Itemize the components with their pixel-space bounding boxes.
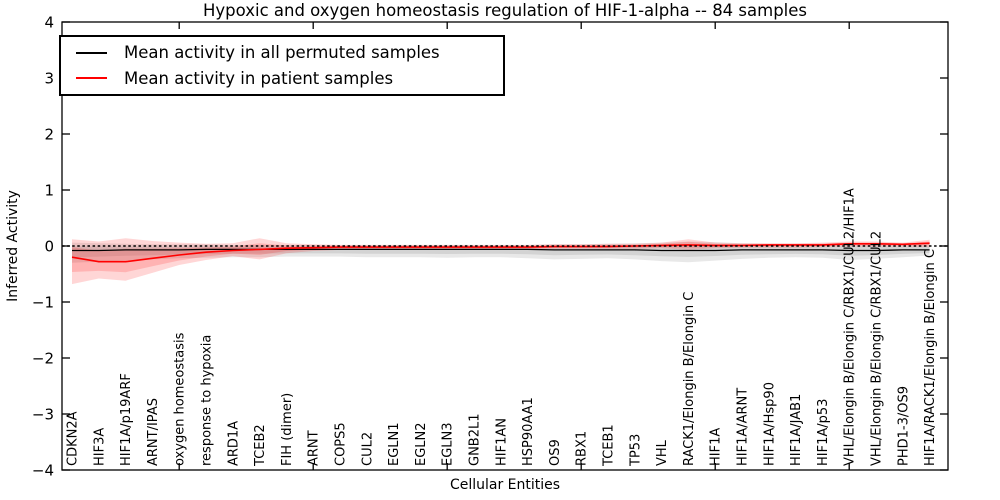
y-tick-label: −2 [32,350,54,368]
x-category-label: HIF1A/p19ARF [119,373,134,466]
x-category-label: HIF1A/ARNT [736,388,751,466]
y-tick-label: −3 [32,406,54,424]
y-tick-label: 2 [44,126,54,144]
x-category-label: HSP90AA1 [521,397,536,466]
x-category-label: CUL2 [360,432,375,466]
x-category-label: EGLN2 [414,422,429,466]
x-category-label: ARNT [307,430,322,466]
x-category-label: RBX1 [575,431,590,466]
x-category-label: OS9 [548,439,563,466]
y-tick-label: 0 [44,238,54,256]
legend-label-patient: Mean activity in patient samples [124,68,394,88]
x-category-label: TP53 [628,434,643,467]
x-category-label: VHL/Elongin B/Elongin C/RBX1/CUL2/HIF1A [843,188,858,466]
permuted-line-swatch [76,51,107,54]
y-tick-label: 4 [44,14,54,32]
x-category-label: VHL [655,439,670,466]
x-category-label: PHD1-3/OS9 [896,386,911,466]
y-tick-label: −1 [32,294,54,312]
legend-item-permuted: Mean activity in all permuted samples [61,43,503,62]
x-category-label: FIH (dimer) [280,393,295,466]
y-tick-label: 3 [44,70,54,88]
x-axis: CDKN2A HIF3A HIF1A/p19ARF ARNT/IPAS oxygen h… [66,22,938,470]
y-axis: 4 3 2 1 0 −1 −2 −3 −4 [32,14,948,480]
x-category-label: ARD1A [226,421,241,466]
chart-title: Hypoxic and oxygen homeostasis regulatio… [202,1,808,20]
x-category-label: TCEB2 [253,424,268,467]
band-fill [72,241,930,263]
x-category-label: ARNT/IPAS [146,398,161,466]
x-category-label: EGLN3 [441,422,456,466]
patient-mean-line [71,242,930,263]
x-axis-title: Cellular Entities [449,477,561,493]
x-category-label: HIF1A/JAB1 [789,394,804,466]
x-category-label: RACK1/Elongin B/Elongin C [682,292,697,466]
x-category-label: GNB2L1 [468,413,483,466]
x-category-label: HIF1A/p53 [816,399,831,466]
legend-item-patient: Mean activity in patient samples [61,69,503,88]
patient-line-swatch [76,77,107,80]
x-category-label: VHL/Elongin B/Elongin C/RBX1/CUL2 [870,231,885,466]
x-category-label: HIF3A [92,428,107,466]
x-category-label: HIF1A/RACK1/Elongin B/Elongin C [923,249,938,466]
x-category-label: HIF1AN [494,418,509,466]
permuted-mean-line [72,248,930,252]
x-category-label: TCEB1 [602,424,617,467]
x-category-label: oxygen homeostasis [173,332,188,466]
y-tick-label: 1 [44,182,54,200]
x-category-label: response to hypoxia [200,335,215,466]
x-category-label: CDKN2A [66,411,81,466]
legend: Mean activity in all permuted samples Me… [59,35,505,96]
x-category-label: HIF1A/Hsp90 [762,382,777,466]
y-axis-title: Inferred Activity [5,190,21,302]
x-category-label: COPS5 [334,422,349,466]
x-category-label: EGLN1 [387,422,402,466]
legend-label-permuted: Mean activity in all permuted samples [124,43,440,63]
x-category-label: HIF1A [709,428,724,466]
y-tick-label: −4 [32,462,54,480]
